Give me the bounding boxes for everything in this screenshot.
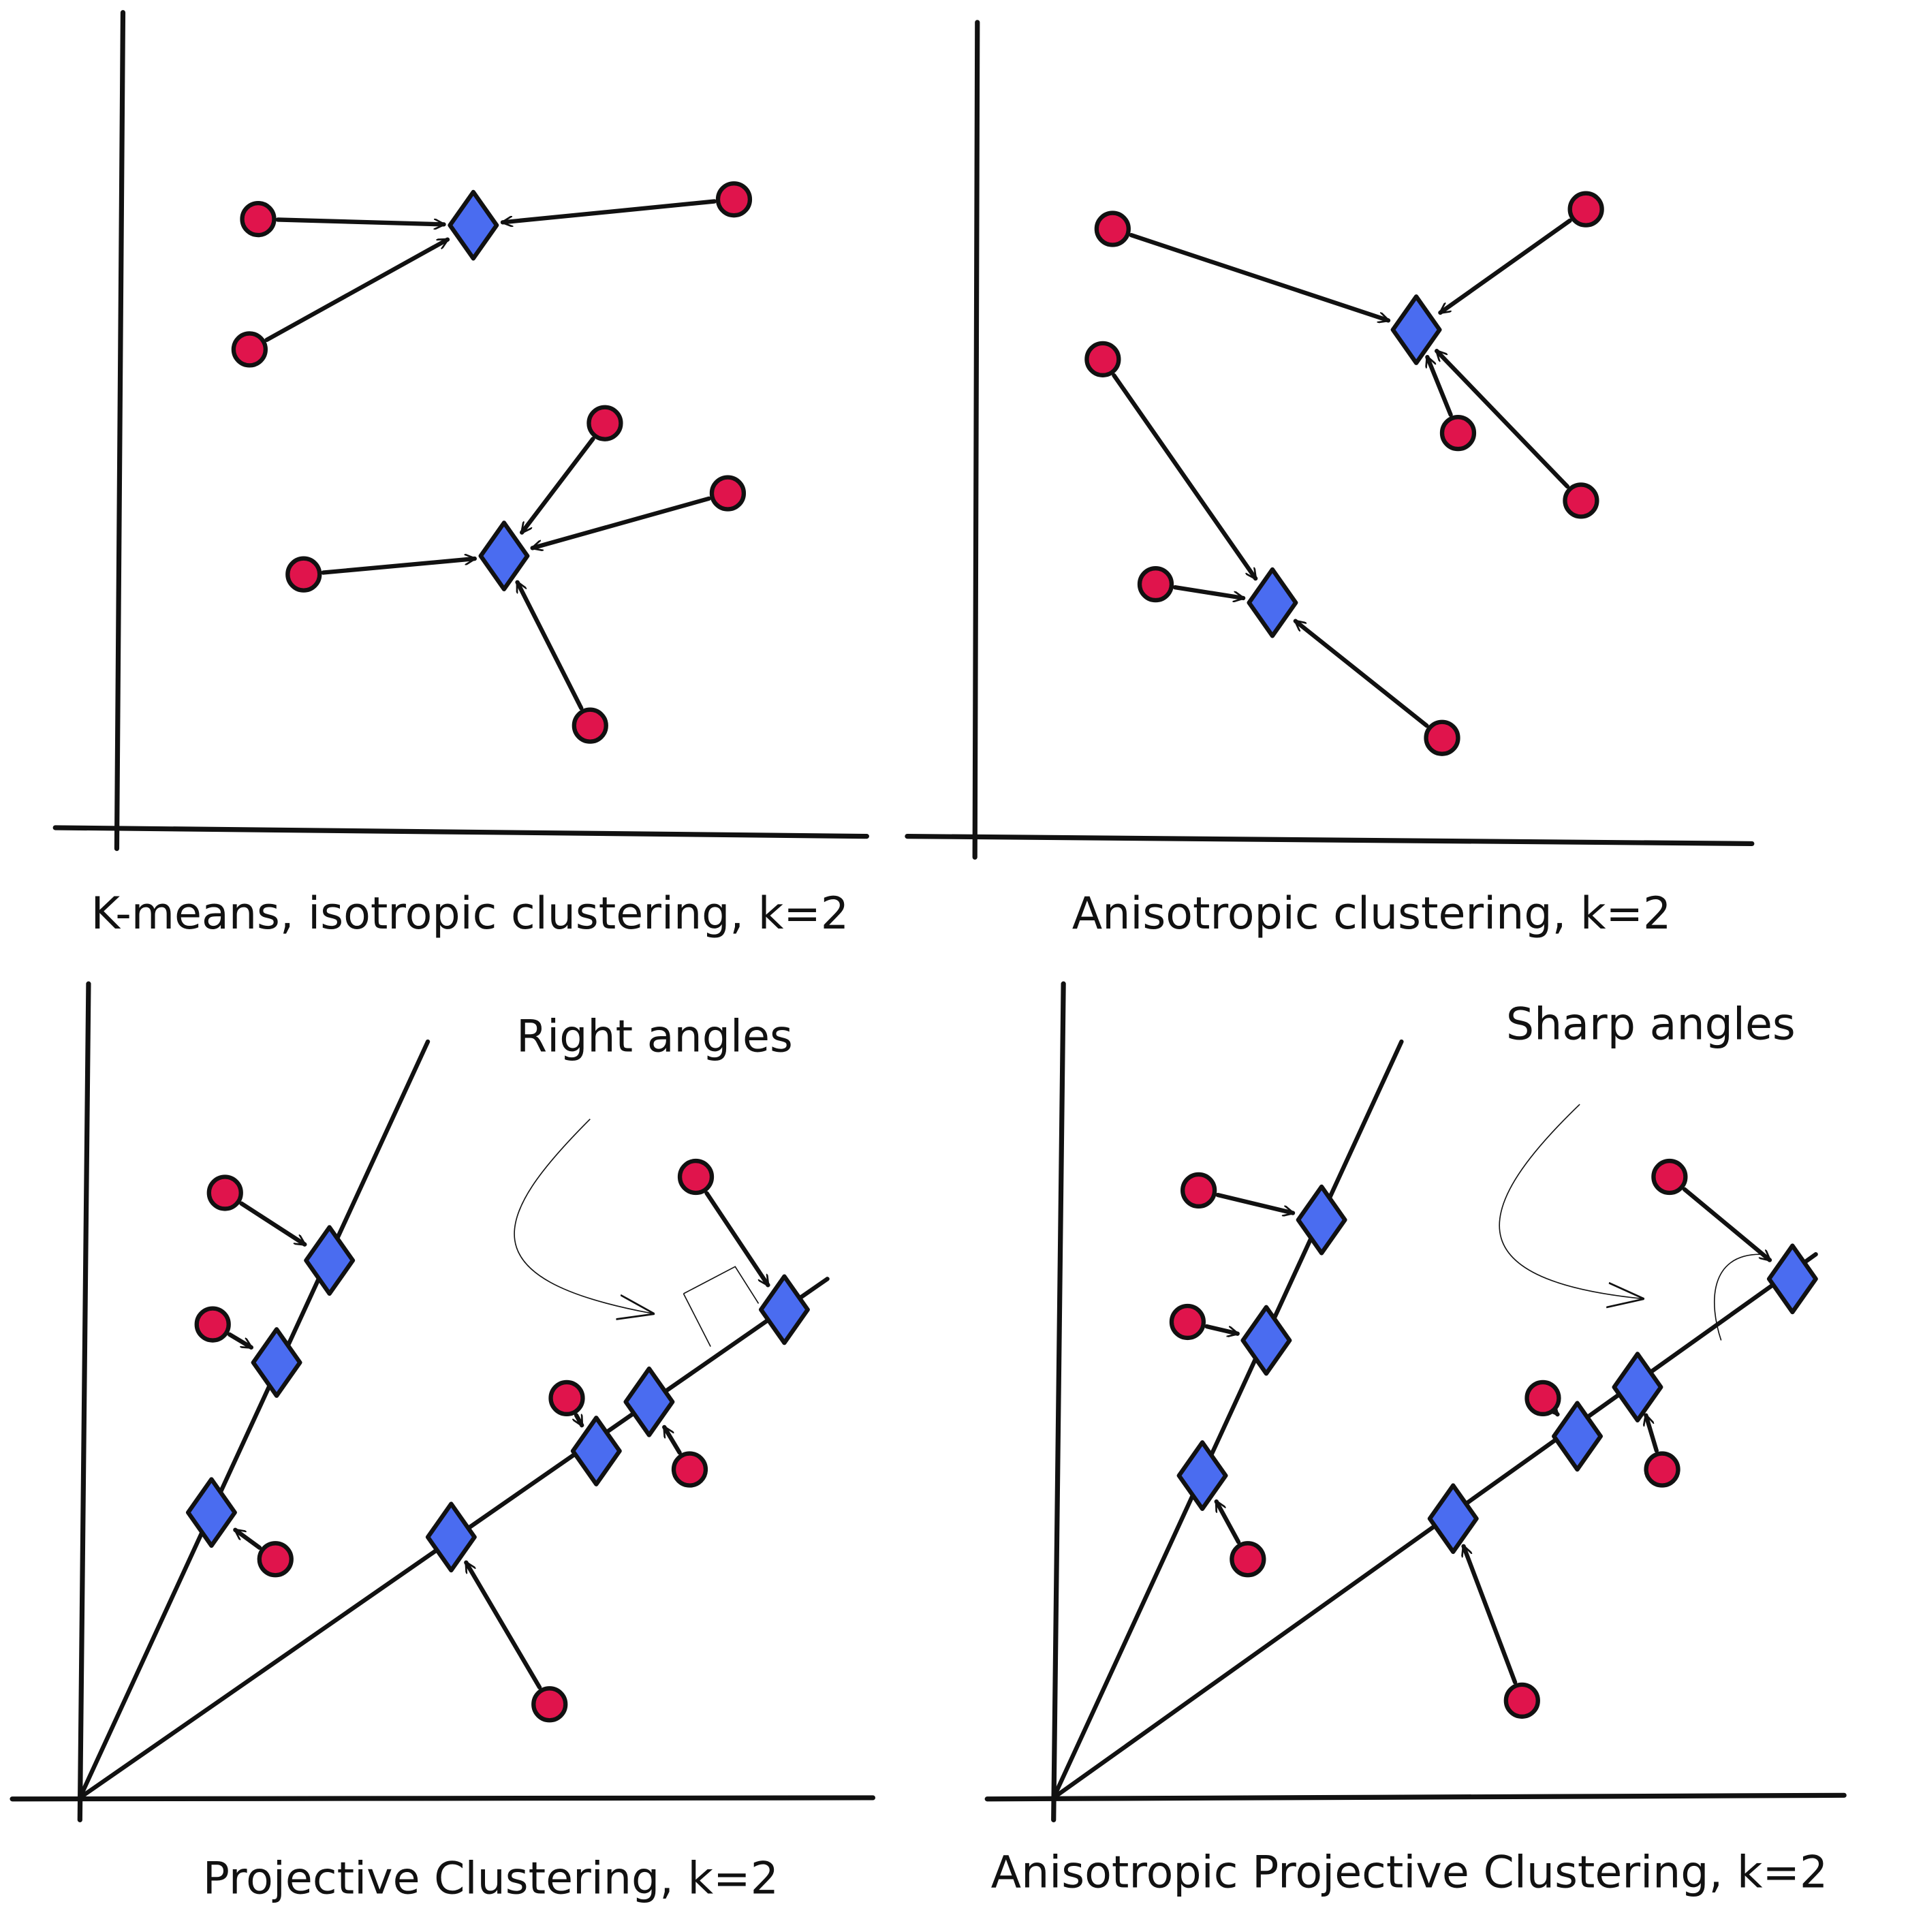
assignment-arrow [1646,1416,1659,1453]
projection-line [78,1039,431,1801]
assignment-arrow [275,217,446,224]
annotation: Sharp angles [1506,999,1796,1050]
centroid [1247,567,1298,638]
centroid [185,1477,237,1548]
centroid [1240,1305,1292,1376]
data-point [531,1686,568,1723]
data-point [1644,1451,1680,1488]
assignment-arrow [1434,349,1570,489]
data-point [1439,415,1477,452]
data-point [548,1380,585,1416]
assignment-arrow [1172,585,1246,598]
assignment-arrow [533,496,711,548]
data-point [587,405,623,441]
centroid [1427,1483,1479,1555]
data-point [715,181,753,218]
centroid [570,1416,622,1486]
data-point [1230,1541,1266,1578]
assignment-arrow [235,1527,262,1550]
centroid [478,520,530,591]
caption: K-means, isotropic clustering, k=2 [91,888,849,939]
assignment-arrow [1112,373,1258,578]
data-point [1651,1158,1688,1196]
data-point [1563,482,1599,519]
data-point [677,1158,715,1196]
data-point [257,1541,294,1578]
caption: Anisotropic Projective Clustering, k=2 [991,1848,1828,1899]
assignment-arrow [1296,619,1429,728]
assignment-arrow [1204,1324,1238,1334]
assignment-arrow [1215,1192,1293,1213]
data-point [1137,565,1174,603]
centroid [304,1225,356,1296]
centroid [1390,294,1442,365]
assignment-arrow [1464,1546,1518,1685]
assignment-arrow [1556,1413,1560,1414]
assignment-arrow [515,582,584,711]
centroid [1296,1184,1347,1256]
centroid [623,1366,675,1437]
assignment-arrow [1440,218,1572,315]
centroid [1612,1352,1663,1423]
assignment-arrow [227,1332,251,1350]
x-axis [984,1792,1847,1802]
assignment-arrow [321,559,477,575]
centroid [1766,1243,1818,1315]
data-point [285,556,322,593]
centroid [1552,1401,1603,1472]
assignment-arrow [519,437,595,532]
data-point [1567,191,1604,228]
data-point [1094,211,1131,247]
centroid [425,1501,477,1573]
data-point [1503,1682,1540,1719]
assignment-arrow [1427,357,1453,418]
centroid [758,1274,810,1345]
assignment-arrow [1129,232,1388,320]
hint-arrows [514,1104,1761,1347]
x-axis [52,825,869,839]
data-point [572,707,608,744]
assignment-arrow [500,199,717,223]
projection-line [1051,1039,1404,1801]
data-point [671,1451,708,1488]
assignment-arrow [662,1427,682,1455]
assignment-arrow [1682,1187,1770,1262]
data-point [1524,1380,1561,1416]
x-axis [905,833,1755,847]
data-point [1169,1303,1206,1341]
data-point [231,331,268,368]
assignment-arrow [239,1201,305,1247]
data-point [1180,1172,1217,1209]
y-axis [114,10,126,852]
caption: Anisotropic clustering, k=2 [1072,888,1672,939]
data-point [206,1174,243,1211]
centroid [251,1327,302,1398]
x-axis [10,1795,875,1802]
centroid [448,189,499,261]
data-point [240,200,277,238]
y-axis [972,20,980,860]
data-point [709,475,747,512]
assignment-arrow [264,237,448,343]
assignment-arrow [464,1563,542,1690]
assignment-arrow [576,1413,584,1426]
data-point [1424,719,1460,756]
y-axis [1051,981,1066,1823]
data-point [1084,341,1121,377]
centroid [1176,1440,1228,1511]
y-axis [77,981,91,1823]
assignment-arrow [704,1191,770,1286]
annotation: Right angles [516,1011,793,1062]
caption: Projective Clustering, k=2 [203,1854,779,1905]
assignment-arrow [1214,1501,1241,1544]
data-point [194,1306,231,1343]
